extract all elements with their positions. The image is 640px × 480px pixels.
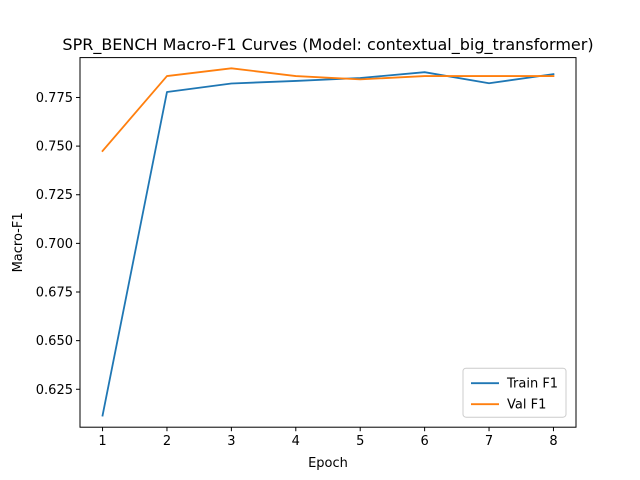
x-tick-label: 3 xyxy=(227,434,235,449)
y-axis-label: Macro-F1 xyxy=(11,212,26,272)
series-line-train-f1 xyxy=(101,71,555,417)
legend: Train F1 Val F1 xyxy=(462,367,567,418)
x-tick-label: 7 xyxy=(485,434,493,449)
y-tick-label: 0.700 xyxy=(36,237,73,252)
x-tick-label: 8 xyxy=(549,434,557,449)
series-line-val-f1 xyxy=(101,67,555,153)
legend-entry: Val F1 xyxy=(507,398,546,413)
y-tick-label: 0.750 xyxy=(36,140,73,155)
plot-area xyxy=(79,57,577,428)
x-tick-label: 5 xyxy=(356,434,364,449)
x-tick-label: 4 xyxy=(292,434,300,449)
y-tick-label: 0.675 xyxy=(36,286,73,301)
legend-entry: Train F1 xyxy=(506,377,558,392)
y-tick-label: 0.625 xyxy=(36,383,73,398)
x-tick-label: 1 xyxy=(98,434,106,449)
y-tick-label: 0.650 xyxy=(36,334,73,349)
x-axis-label: Epoch xyxy=(308,456,348,471)
y-axis: 0.625 0.650 0.675 0.700 0.725 0.750 0.775 xyxy=(36,91,80,398)
x-tick-label: 6 xyxy=(420,434,428,449)
y-tick-label: 0.725 xyxy=(36,188,73,203)
x-axis: 1 2 3 4 5 6 7 8 xyxy=(98,427,558,449)
y-tick-label: 0.775 xyxy=(36,91,73,106)
series-lines xyxy=(101,67,555,417)
chart-title: SPR_BENCH Macro-F1 Curves (Model: contex… xyxy=(62,35,593,55)
x-tick-label: 2 xyxy=(163,434,171,449)
